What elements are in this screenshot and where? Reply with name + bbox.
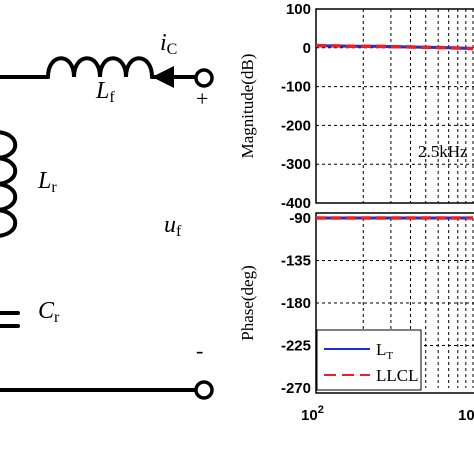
current-label: iC bbox=[160, 30, 177, 58]
bottom-terminal bbox=[194, 380, 214, 400]
minus-sign: - bbox=[196, 338, 203, 363]
capacitor-label: Cr bbox=[38, 298, 60, 326]
voltage-label: uf bbox=[164, 212, 182, 240]
phase-y-tick-label: -180 bbox=[281, 295, 311, 312]
phase-y-tick-label: -270 bbox=[281, 380, 311, 397]
current-arrow bbox=[152, 66, 174, 88]
circuit-labels: iC Lf + Lr uf Cr - bbox=[37, 30, 208, 363]
magnitude-plot: 100 0 -100 -200 -300 -400 2.5kHz Magnitude(dB… bbox=[238, 1, 474, 212]
magnitude-grid bbox=[316, 9, 474, 203]
magnitude-series bbox=[315, 43, 474, 51]
phase-grid bbox=[316, 218, 474, 388]
phase-y-tick-label: -135 bbox=[281, 253, 311, 270]
magnitude-y-ticks: 100 0 -100 -200 -300 -400 bbox=[281, 1, 311, 212]
phase-y-ticks: -90 -135 -180 -225 -270 bbox=[281, 210, 311, 397]
legend-label-lt: LT bbox=[376, 340, 393, 362]
phase-y-tick-label: -225 bbox=[281, 338, 311, 355]
resonant-inductor-label: Lr bbox=[37, 168, 57, 196]
legend-label-llcl: LLCL bbox=[376, 366, 419, 385]
x-tick-label-2: 10 bbox=[458, 407, 474, 424]
magnitude-y-tick-label: 0 bbox=[303, 40, 311, 57]
magnitude-plot-frame bbox=[315, 8, 474, 204]
magnitude-y-axis-label: Magnitude(dB) bbox=[238, 54, 257, 159]
phase-y-tick-label: -90 bbox=[289, 210, 311, 227]
filter-inductor-label: Lf bbox=[95, 78, 115, 106]
inductor-lr bbox=[0, 130, 17, 238]
magnitude-y-tick-label: -300 bbox=[281, 156, 311, 173]
magnitude-y-tick-label: 100 bbox=[286, 1, 311, 18]
phase-x-ticks: 102 10 bbox=[301, 404, 474, 424]
legend: LT LLCL bbox=[316, 329, 422, 391]
magnitude-annotation: 2.5kHz bbox=[418, 142, 468, 161]
magnitude-y-tick-label: -200 bbox=[281, 117, 311, 134]
magnitude-y-tick-label: -400 bbox=[281, 195, 311, 212]
top-terminal bbox=[194, 68, 214, 88]
phase-plot: -90 -135 -180 -225 -270 Phase(deg) LT LLCL 1… bbox=[238, 210, 474, 424]
phase-y-axis-label: Phase(deg) bbox=[238, 265, 257, 341]
magnitude-series-llcl bbox=[315, 43, 474, 51]
plus-sign: + bbox=[196, 86, 208, 111]
inductor-lf bbox=[46, 56, 154, 79]
magnitude-y-tick-label: -100 bbox=[281, 79, 311, 96]
circuit-diagram bbox=[0, 56, 214, 400]
legend-box bbox=[316, 329, 422, 391]
x-tick-label-1: 102 bbox=[301, 404, 324, 424]
